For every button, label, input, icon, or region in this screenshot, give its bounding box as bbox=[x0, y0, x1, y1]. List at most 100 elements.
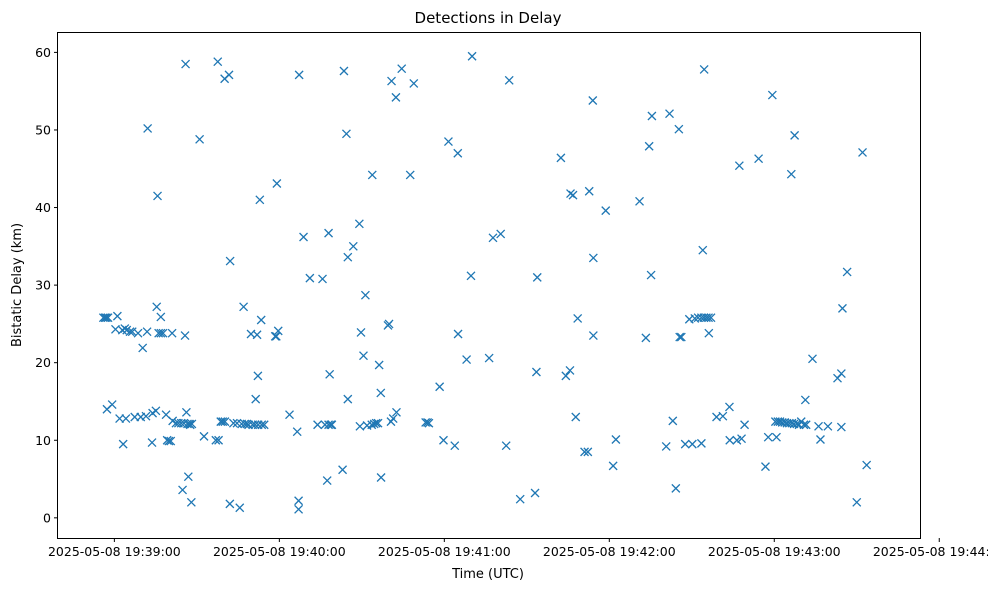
data-point bbox=[224, 70, 234, 80]
data-point bbox=[359, 351, 368, 361]
data-point bbox=[376, 388, 386, 398]
data-point bbox=[115, 414, 125, 423]
data-point bbox=[313, 420, 323, 430]
data-point bbox=[531, 367, 541, 377]
data-point bbox=[698, 245, 708, 255]
data-point bbox=[138, 343, 148, 353]
data-point bbox=[156, 328, 166, 338]
data-point bbox=[228, 418, 238, 428]
data-point bbox=[181, 59, 191, 69]
data-point bbox=[763, 432, 773, 442]
data-point bbox=[704, 313, 714, 323]
data-point bbox=[318, 274, 327, 284]
data-point bbox=[588, 253, 598, 263]
data-point bbox=[484, 353, 494, 363]
data-point bbox=[125, 327, 135, 337]
y-tick-label: 0 bbox=[43, 510, 51, 525]
data-point bbox=[250, 420, 260, 430]
data-point bbox=[292, 427, 302, 437]
data-point bbox=[852, 497, 862, 507]
data-point bbox=[322, 476, 332, 486]
data-point bbox=[244, 420, 254, 430]
data-points bbox=[98, 51, 872, 514]
data-point bbox=[571, 412, 581, 422]
data-point bbox=[388, 414, 398, 423]
data-point bbox=[488, 233, 498, 243]
data-point bbox=[153, 191, 162, 201]
data-point bbox=[466, 271, 476, 281]
data-point bbox=[294, 496, 304, 506]
data-point bbox=[858, 148, 867, 157]
data-point bbox=[467, 51, 477, 61]
data-point bbox=[635, 196, 645, 206]
data-point bbox=[225, 499, 235, 509]
data-point bbox=[225, 256, 235, 266]
data-point bbox=[376, 473, 386, 482]
data-point bbox=[325, 369, 335, 379]
data-point bbox=[450, 441, 460, 451]
data-point bbox=[761, 462, 770, 472]
data-point bbox=[271, 331, 281, 341]
data-point bbox=[141, 411, 151, 421]
data-point bbox=[584, 186, 594, 196]
x-axis-ticks: 2025-05-08 19:39:00 2025-05-08 19:40:00 20… bbox=[48, 538, 988, 559]
data-point bbox=[397, 64, 407, 74]
data-point bbox=[583, 447, 593, 457]
data-point bbox=[674, 124, 684, 134]
data-point bbox=[147, 438, 157, 448]
data-point bbox=[424, 418, 434, 428]
data-point bbox=[501, 441, 511, 451]
data-point bbox=[112, 311, 122, 321]
data-point bbox=[273, 326, 283, 336]
data-point bbox=[808, 354, 817, 364]
data-point bbox=[143, 123, 153, 133]
data-point bbox=[220, 417, 230, 427]
data-point bbox=[453, 148, 463, 158]
y-axis-label: Bistatic Delay (km) bbox=[10, 223, 25, 347]
data-point bbox=[235, 503, 245, 513]
data-point bbox=[601, 206, 611, 216]
data-point bbox=[373, 418, 383, 428]
data-point bbox=[270, 331, 280, 341]
data-point bbox=[556, 153, 566, 163]
data-point bbox=[178, 485, 188, 495]
data-point bbox=[384, 319, 394, 329]
data-point bbox=[305, 273, 315, 283]
data-point bbox=[294, 70, 304, 80]
data-point bbox=[360, 290, 370, 300]
data-point bbox=[181, 407, 191, 417]
data-point bbox=[101, 313, 111, 323]
data-point bbox=[453, 329, 463, 339]
data-point bbox=[299, 232, 308, 242]
data-point bbox=[272, 179, 282, 188]
data-point bbox=[676, 332, 686, 342]
data-point bbox=[462, 355, 472, 365]
data-point bbox=[186, 497, 196, 507]
data-point bbox=[392, 407, 401, 417]
data-point bbox=[439, 435, 448, 445]
data-point bbox=[348, 241, 358, 251]
data-point bbox=[786, 169, 796, 179]
data-point bbox=[641, 333, 651, 343]
x-tick-label: 2025-05-08 19:44:00 bbox=[873, 544, 988, 559]
data-point bbox=[327, 420, 337, 430]
data-point bbox=[675, 332, 685, 342]
data-point bbox=[239, 302, 249, 312]
data-point bbox=[799, 420, 809, 430]
data-point bbox=[435, 382, 445, 392]
y-tick-label: 60 bbox=[35, 45, 51, 60]
data-point bbox=[199, 431, 209, 441]
data-point bbox=[737, 434, 747, 444]
data-point bbox=[151, 406, 161, 416]
data-point bbox=[496, 229, 506, 239]
data-point bbox=[100, 313, 110, 323]
data-point bbox=[409, 78, 419, 88]
data-point bbox=[699, 64, 709, 74]
data-point bbox=[251, 394, 261, 404]
data-point bbox=[530, 488, 540, 498]
data-point bbox=[740, 420, 750, 430]
data-point bbox=[706, 313, 716, 323]
data-point bbox=[443, 137, 453, 147]
y-tick-label: 10 bbox=[35, 433, 51, 448]
x-tick-label: 2025-05-08 19:39:00 bbox=[48, 544, 181, 559]
